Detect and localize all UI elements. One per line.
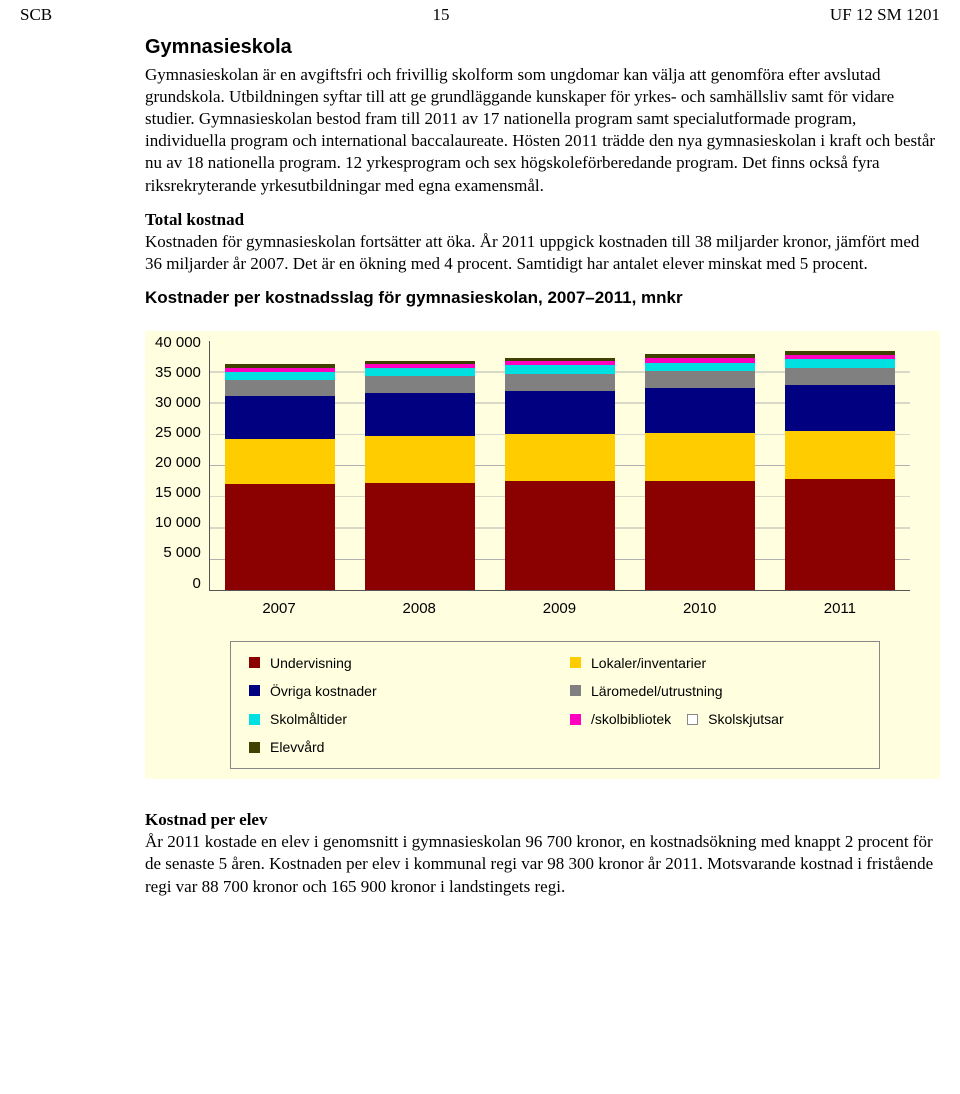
x-tick-label: 2007: [224, 599, 334, 619]
legend-label-laromedel: Läromedel/utrustning: [591, 682, 723, 700]
y-axis: 40 000 35 000 30 000 25 000 20 000 15 000 10 0…: [155, 333, 209, 593]
bar-2011: [785, 351, 895, 590]
swatch-skolbibliotek: [570, 714, 581, 725]
seg-laromedel: [645, 371, 755, 388]
seg-lokaler: [505, 434, 615, 481]
swatch-elevvard: [249, 742, 260, 753]
x-tick-label: 2008: [364, 599, 474, 619]
seg-undervisning: [505, 481, 615, 590]
seg-skolmaltider: [505, 365, 615, 373]
y-tick-label: 5 000: [163, 543, 201, 563]
legend-label-skolbibliotek: /skolbibliotek: [591, 710, 671, 728]
legend-item: Elevvård: [249, 738, 540, 756]
y-tick-label: 35 000: [155, 363, 201, 383]
legend: Undervisning Lokaler/inventarier Övriga ko…: [230, 641, 880, 770]
subhead-total: Total kostnad: [145, 209, 940, 231]
x-tick-label: 2011: [785, 599, 895, 619]
seg-undervisning: [645, 481, 755, 590]
y-tick-label: 20 000: [155, 453, 201, 473]
seg-ovriga: [225, 396, 335, 439]
legend-label-skolskjutsar: Skolskjutsar: [708, 710, 783, 728]
legend-label-lokaler: Lokaler/inventarier: [591, 654, 706, 672]
seg-lokaler: [645, 433, 755, 481]
seg-lokaler: [785, 431, 895, 479]
swatch-ovriga: [249, 685, 260, 696]
legend-label-elevvard: Elevvård: [270, 738, 324, 756]
seg-lokaler: [225, 439, 335, 484]
seg-ovriga: [645, 388, 755, 433]
para-per-elev: År 2011 kostade en elev i genomsnitt i g…: [145, 831, 940, 897]
header-center: 15: [433, 4, 450, 26]
x-tick-label: 2009: [504, 599, 614, 619]
legend-label-skolmaltider: Skolmåltider: [270, 710, 347, 728]
bar-2008: [365, 361, 475, 590]
seg-lokaler: [365, 436, 475, 482]
chart-title: Kostnader per kostnadsslag för gymnasies…: [145, 287, 940, 309]
para-total: Kostnaden för gymnasieskolan fortsätter …: [145, 231, 940, 275]
legend-item: /skolbibliotek Skolskjutsar: [570, 710, 861, 728]
swatch-skolskjutsar: [687, 714, 698, 725]
y-tick-label: 0: [193, 574, 201, 594]
header-left: SCB: [20, 4, 52, 26]
seg-skolmaltider: [645, 363, 755, 372]
seg-undervisning: [365, 483, 475, 591]
legend-item: Läromedel/utrustning: [570, 682, 861, 700]
x-tick-label: 2010: [645, 599, 755, 619]
legend-item: Övriga kostnader: [249, 682, 540, 700]
seg-skolmaltider: [785, 359, 895, 368]
chart-container: 40 000 35 000 30 000 25 000 20 000 15 000 10 0…: [145, 331, 940, 779]
y-tick-label: 25 000: [155, 423, 201, 443]
x-axis: 2007 2008 2009 2010 2011: [209, 591, 910, 619]
seg-ovriga: [365, 393, 475, 437]
seg-skolmaltider: [225, 372, 335, 380]
para-intro: Gymnasieskolan är en avgiftsfri och friv…: [145, 64, 940, 197]
seg-undervisning: [225, 484, 335, 590]
bar-2007: [225, 364, 335, 590]
main-content: Gymnasieskola Gymnasieskolan är en avgif…: [145, 34, 940, 898]
seg-skolmaltider: [365, 368, 475, 376]
swatch-lokaler: [570, 657, 581, 668]
y-tick-label: 15 000: [155, 483, 201, 503]
bar-2009: [505, 358, 615, 591]
swatch-undervisning: [249, 657, 260, 668]
bars-row: [209, 341, 910, 591]
subhead-per-elev: Kostnad per elev: [145, 809, 940, 831]
bar-2010: [645, 354, 755, 590]
legend-item: Skolmåltider: [249, 710, 540, 728]
y-tick-label: 10 000: [155, 513, 201, 533]
y-tick-label: 30 000: [155, 393, 201, 413]
swatch-skolmaltider: [249, 714, 260, 725]
seg-ovriga: [785, 385, 895, 431]
seg-undervisning: [785, 479, 895, 590]
seg-ovriga: [505, 391, 615, 435]
seg-laromedel: [505, 374, 615, 391]
legend-label-undervisning: Undervisning: [270, 654, 352, 672]
section-title-gym: Gymnasieskola: [145, 34, 940, 60]
header-right: UF 12 SM 1201: [830, 4, 940, 26]
legend-item: Lokaler/inventarier: [570, 654, 861, 672]
y-tick-label: 40 000: [155, 333, 201, 353]
swatch-laromedel: [570, 685, 581, 696]
seg-laromedel: [785, 368, 895, 385]
seg-laromedel: [225, 380, 335, 396]
seg-laromedel: [365, 376, 475, 392]
legend-item: Undervisning: [249, 654, 540, 672]
legend-label-ovriga: Övriga kostnader: [270, 682, 377, 700]
page-header: SCB 15 UF 12 SM 1201: [20, 0, 940, 34]
